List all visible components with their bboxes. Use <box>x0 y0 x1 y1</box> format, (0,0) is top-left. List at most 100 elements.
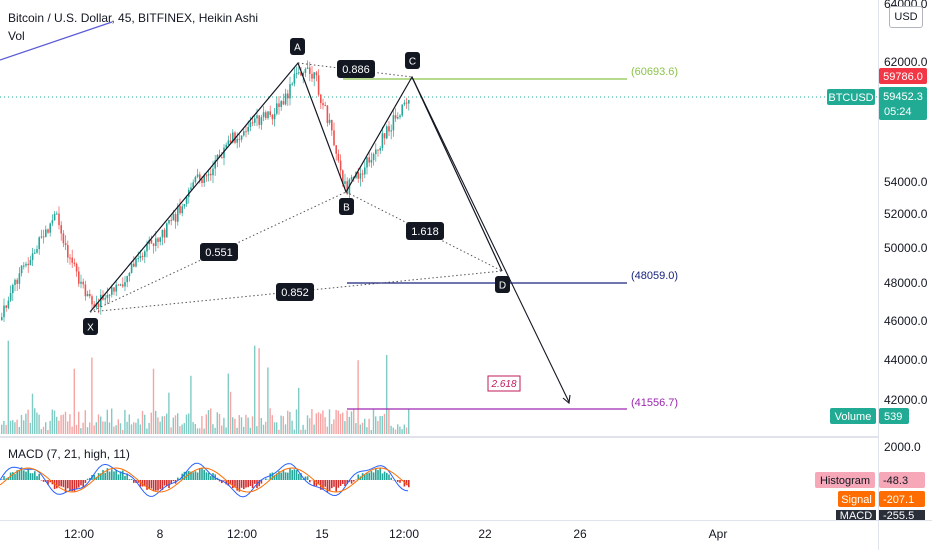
volume-bar <box>280 415 282 434</box>
candle-body <box>47 229 49 233</box>
candle-body <box>42 236 45 238</box>
volume-bar <box>124 409 126 434</box>
candle-body <box>106 294 109 299</box>
volume-bar <box>405 427 408 434</box>
volume-bar <box>141 410 144 434</box>
harmonic-pattern[interactable]: X A B C D 0.886 0.551 1.618 0.852 2.618 <box>83 38 571 405</box>
volume-bar <box>170 427 172 434</box>
volume-bar <box>23 420 25 434</box>
volume-bar <box>300 429 302 434</box>
candle-body <box>262 112 265 118</box>
macd-histogram-bar <box>249 480 252 486</box>
candle-body <box>229 140 232 143</box>
macd-histogram-bar <box>14 474 16 480</box>
macd-histogram-bar <box>190 471 192 480</box>
volume-bar <box>287 410 289 434</box>
macd-indicator-label[interactable]: MACD (7, 21, high, 11) <box>8 447 130 461</box>
macd-histogram-bar <box>234 480 236 487</box>
volume-bar <box>227 373 229 434</box>
candle-body <box>135 258 137 267</box>
volume-bar <box>62 414 64 434</box>
histogram-badge-value: -48.3 <box>883 475 908 487</box>
macd-histogram-bar <box>183 471 186 480</box>
volume-bar <box>192 422 194 434</box>
macd-histogram-bar <box>227 480 230 486</box>
macd-histogram-bar <box>282 469 285 480</box>
candle-body <box>249 122 252 128</box>
macd-histogram-bar <box>170 480 172 485</box>
volume-bar <box>115 425 117 434</box>
macd-histogram-bar <box>124 475 126 480</box>
volume-bar <box>7 340 9 434</box>
macd-histogram-bar <box>302 478 304 480</box>
macd-histogram-bar <box>258 480 260 487</box>
ratio-label-bd: 1.618 <box>411 226 439 238</box>
volume-bar <box>361 422 364 434</box>
macd-histogram-bar <box>370 471 373 480</box>
volume-bar <box>27 409 29 434</box>
candle-body <box>350 177 353 180</box>
volume-bar <box>146 428 148 434</box>
volume-indicator-label[interactable]: Vol <box>8 29 25 43</box>
volume-bar <box>51 409 53 434</box>
macd-histogram-bar <box>333 480 335 487</box>
macd-histogram-bar <box>269 473 271 480</box>
price-axis[interactable]: 64000.0 62000.0 54000.0 52000.0 50000.0 … <box>884 0 928 454</box>
candle-body <box>289 84 291 99</box>
time-axis[interactable]: 12:00 8 12:00 15 12:00 22 26 Apr <box>64 527 727 541</box>
macd-histogram-bar <box>18 470 21 480</box>
macd-histogram-bar <box>254 480 256 484</box>
currency-button[interactable]: USD <box>889 6 923 28</box>
macd-histogram-bar <box>201 467 203 480</box>
candle-body <box>67 245 69 258</box>
volume-bar <box>181 424 183 434</box>
candle-body <box>405 102 408 104</box>
volume-bar <box>276 422 278 434</box>
volume-bar <box>317 412 320 434</box>
volume-bar <box>60 415 62 434</box>
histogram-badge-bg <box>815 472 875 488</box>
candle-body <box>12 284 14 294</box>
candle-body <box>214 160 216 169</box>
candle-body <box>254 118 256 123</box>
candle-body <box>133 263 135 267</box>
volume-bar <box>359 424 361 434</box>
volume-bar <box>78 411 80 434</box>
volume-bar <box>152 368 155 434</box>
volume-bar <box>291 420 293 434</box>
trend-line[interactable] <box>0 21 113 61</box>
macd-histogram-bar <box>27 469 29 480</box>
macd-histogram-bar <box>119 471 122 480</box>
candle-body <box>302 72 304 76</box>
volume-value-bg <box>879 408 909 424</box>
candle-body <box>117 284 120 286</box>
volume-bar <box>91 357 93 434</box>
macd-histogram-bar <box>126 473 128 480</box>
candle-body <box>166 223 168 238</box>
volume-bar <box>390 425 392 434</box>
price-pane[interactable] <box>0 0 878 436</box>
volume-bar <box>223 417 225 434</box>
macd-histogram-bar <box>25 471 27 480</box>
macd-histogram-bar <box>53 480 56 490</box>
ratio-label-ac: 0.886 <box>342 64 370 76</box>
volume-bar <box>364 418 366 434</box>
volume-bar <box>135 422 137 434</box>
macd-histogram-bar <box>210 475 212 480</box>
macd-histogram-bar <box>207 473 210 480</box>
volume-bar <box>232 417 234 434</box>
macd-histogram-bar <box>20 467 23 480</box>
candle-body <box>238 138 241 140</box>
candle-body <box>113 287 115 292</box>
volume-bar <box>97 414 100 434</box>
candle-body <box>100 294 102 307</box>
volume-bar <box>295 409 298 434</box>
volume-bar <box>34 408 36 434</box>
candle-body <box>210 173 212 176</box>
macd-histogram-bar <box>42 480 45 482</box>
volume-badge-value: 539 <box>884 411 902 423</box>
volume-bar <box>185 414 188 434</box>
macd-histogram-bar <box>317 480 320 484</box>
macd-histogram-bar <box>337 480 340 488</box>
